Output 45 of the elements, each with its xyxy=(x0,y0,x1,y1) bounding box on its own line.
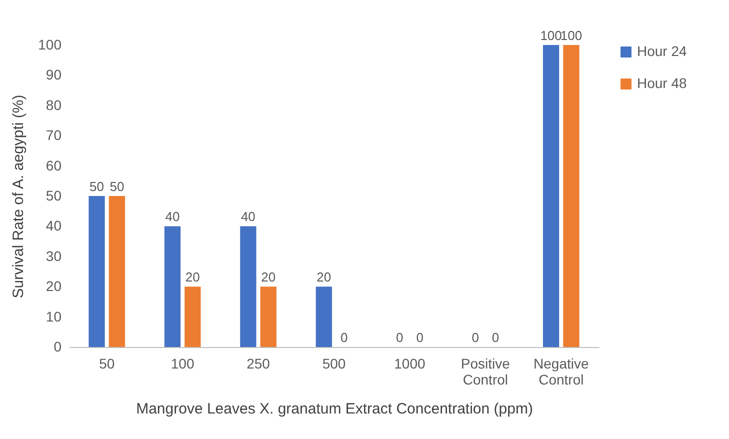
data-label: 50 xyxy=(110,179,124,194)
data-label: 0 xyxy=(396,330,404,345)
bar xyxy=(108,196,126,347)
legend-label: Hour 24 xyxy=(637,43,688,59)
bar xyxy=(316,286,332,347)
bar xyxy=(260,286,276,347)
x-tick-label: 50 xyxy=(99,356,115,372)
data-label: 0 xyxy=(492,330,500,345)
bar xyxy=(88,196,105,347)
x-tick-label: Negative Control xyxy=(534,356,589,388)
x-tick-label: 1000 xyxy=(394,356,426,372)
data-label: 20 xyxy=(261,270,276,285)
data-label: 40 xyxy=(165,209,180,224)
x-tick-label: 250 xyxy=(246,356,270,372)
y-tick-label: 90 xyxy=(46,66,62,83)
y-tick-label: 50 xyxy=(46,188,62,204)
y-tick-label: 80 xyxy=(46,96,62,113)
data-label: 0 xyxy=(340,330,348,345)
x-tick-label: 100 xyxy=(170,356,194,372)
y-axis-title: Survival Rate of A. aegypti (%) xyxy=(10,94,28,298)
y-tick-label: 40 xyxy=(46,218,62,234)
data-label: 50 xyxy=(90,179,104,194)
legend-label: Hour 48 xyxy=(637,75,688,91)
bar xyxy=(542,45,560,347)
y-tick-label: 70 xyxy=(46,127,62,144)
bar xyxy=(563,45,580,347)
y-tick-label: 30 xyxy=(46,248,62,264)
data-label: 100 xyxy=(540,28,562,43)
data-label: 0 xyxy=(472,330,479,345)
data-label: 40 xyxy=(240,209,256,224)
y-tick-label: 100 xyxy=(38,36,62,52)
bar xyxy=(164,226,181,347)
data-label: 100 xyxy=(560,28,582,43)
x-tick-label: Positive Control xyxy=(460,356,510,388)
y-tick-label: 10 xyxy=(46,308,62,324)
data-label: 20 xyxy=(185,270,200,285)
y-tick-label: 20 xyxy=(46,278,62,294)
bar xyxy=(240,226,256,347)
y-tick-label: 60 xyxy=(46,157,62,174)
bar xyxy=(184,286,201,347)
y-tick-label: 0 xyxy=(54,338,62,354)
data-label: 0 xyxy=(416,330,424,345)
x-tick-label: 500 xyxy=(322,356,346,372)
x-axis-title: Mangrove Leaves X. granatum Extract Concentration (ppm) xyxy=(136,400,533,418)
data-label: 20 xyxy=(316,270,332,285)
